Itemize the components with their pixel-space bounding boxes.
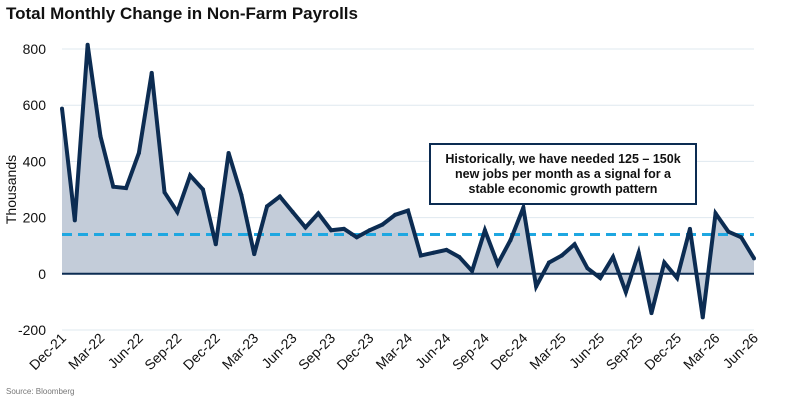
y-tick-label: 0	[38, 266, 46, 282]
data-point	[726, 229, 731, 234]
data-point	[226, 150, 231, 155]
data-point	[495, 261, 500, 266]
data-point	[303, 225, 308, 230]
x-tick-label: Mar-24	[372, 330, 415, 373]
data-point	[546, 260, 551, 265]
data-point	[85, 42, 90, 47]
data-point	[367, 228, 372, 233]
data-points	[60, 42, 756, 320]
y-axis-ticks: 800 600 400 200 0 -200	[18, 41, 46, 338]
y-axis-label: Thousands	[3, 155, 19, 224]
data-point	[380, 222, 385, 227]
y-tick-label: 200	[23, 210, 47, 226]
x-axis-ticks: Dec-21Mar-22Jun-22Sep-22Dec-22Mar-23Jun-…	[26, 330, 761, 373]
data-point	[290, 209, 295, 214]
data-point	[188, 173, 193, 178]
annotation-box: Historically, we have needed 125 – 150k …	[429, 143, 697, 205]
x-tick-label: Mar-22	[65, 330, 108, 373]
x-tick-label: Jun-22	[104, 330, 146, 372]
data-point	[623, 290, 628, 295]
x-tick-label: Dec-22	[180, 330, 223, 373]
x-tick-label: Dec-23	[333, 330, 376, 373]
data-point	[175, 209, 180, 214]
data-point	[457, 254, 462, 259]
x-tick-label: Mar-25	[526, 330, 569, 373]
data-point	[739, 235, 744, 240]
data-point	[393, 212, 398, 217]
y-tick-label: 600	[23, 97, 47, 113]
data-point	[252, 252, 257, 257]
data-point	[559, 253, 564, 258]
x-tick-label: Sep-22	[141, 330, 184, 373]
data-point	[611, 254, 616, 259]
data-point	[149, 70, 154, 75]
x-tick-label: Sep-24	[449, 330, 492, 373]
data-point	[136, 150, 141, 155]
data-point	[354, 235, 359, 240]
x-tick-label: Mar-26	[680, 330, 723, 373]
y-tick-label: 800	[23, 41, 47, 57]
data-point	[98, 134, 103, 139]
data-point	[649, 311, 654, 316]
x-tick-label: Mar-23	[219, 330, 262, 373]
data-point	[277, 194, 282, 199]
x-tick-label: Jun-25	[566, 330, 608, 372]
data-point	[585, 266, 590, 271]
data-point	[316, 211, 321, 216]
data-point	[72, 218, 77, 223]
data-point	[470, 268, 475, 273]
x-tick-label: Dec-25	[641, 330, 684, 373]
x-tick-label: Dec-24	[487, 330, 530, 373]
data-point	[329, 228, 334, 233]
data-point	[700, 315, 705, 320]
data-point	[239, 193, 244, 198]
data-point	[213, 242, 218, 247]
chart-title: Total Monthly Change in Non-Farm Payroll…	[6, 4, 358, 23]
data-point	[687, 226, 692, 231]
y-tick-label: -200	[18, 322, 46, 338]
data-point	[534, 284, 539, 289]
data-point	[752, 256, 756, 261]
payrolls-area	[62, 44, 754, 318]
data-point	[418, 253, 423, 258]
data-point	[521, 205, 526, 210]
x-tick-label: Jun-26	[720, 330, 762, 372]
data-point	[675, 276, 680, 281]
x-tick-label: Sep-23	[295, 330, 338, 373]
source-note: Source: Bloomberg	[6, 387, 75, 396]
data-point	[482, 228, 487, 233]
data-point	[598, 276, 603, 281]
data-point	[60, 106, 64, 111]
data-point	[444, 247, 449, 252]
data-point	[636, 250, 641, 255]
data-point	[200, 187, 205, 192]
data-point	[406, 208, 410, 213]
data-point	[111, 184, 116, 189]
y-tick-label: 400	[23, 153, 47, 169]
x-tick-label: Jun-24	[412, 330, 454, 372]
data-point	[162, 190, 167, 195]
data-point	[265, 204, 270, 209]
data-point	[341, 226, 346, 231]
data-point	[508, 238, 513, 243]
data-point	[662, 260, 667, 265]
x-tick-label: Sep-25	[603, 330, 646, 373]
x-tick-label: Jun-23	[258, 330, 300, 372]
data-point	[124, 186, 129, 191]
data-point	[572, 242, 577, 247]
data-point	[713, 211, 718, 216]
data-point	[431, 250, 436, 255]
